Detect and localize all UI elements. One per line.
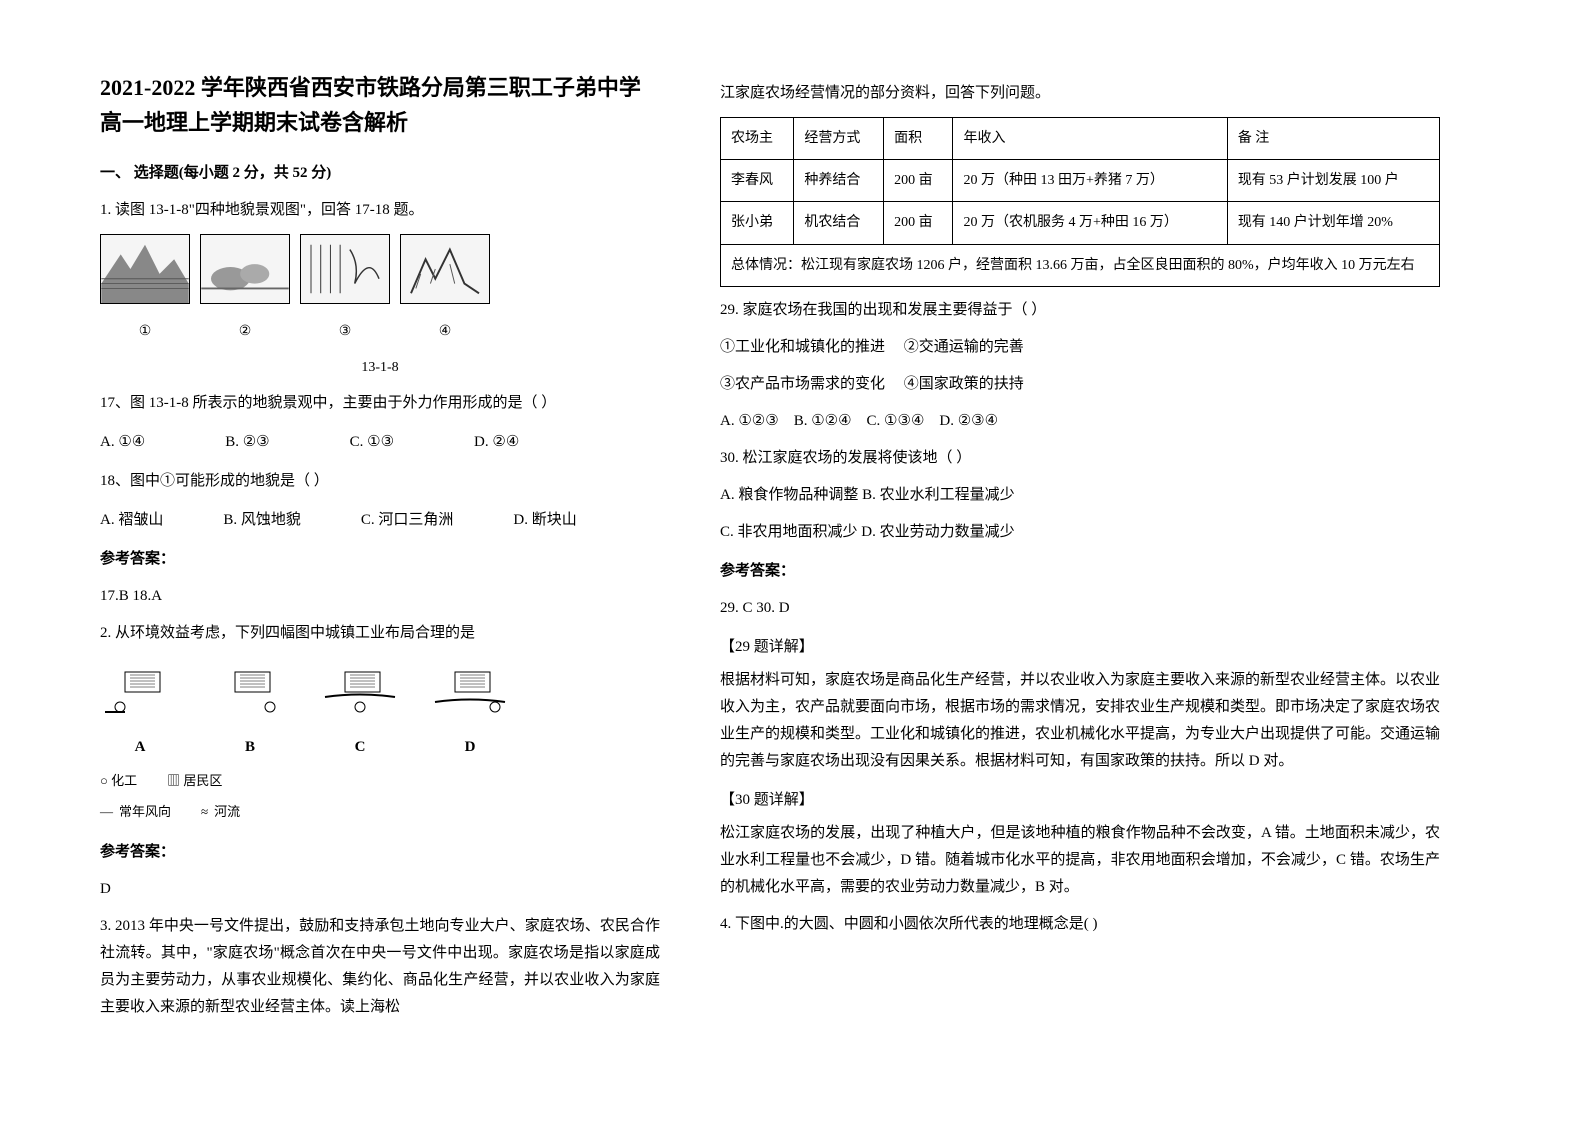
option-c: C. ①③ (350, 429, 394, 456)
wind-diagram-c (320, 662, 400, 722)
q1-intro: 1. 读图 13-1-8"四种地貌景观图"，回答 17-18 题。 (100, 197, 660, 224)
wind-diagrams: A B C D ○ 化工 ▥ 居民区 — 常 (100, 662, 660, 824)
section-heading: 一、 选择题(每小题 2 分，共 52 分) (100, 160, 660, 187)
wind-diagram-d (430, 662, 510, 722)
q30-opt-1: A. 粮食作物品种调整 B. 农业水利工程量减少 (720, 482, 1440, 509)
right-column: 江家庭农场经营情况的部分资料，回答下列问题。 农场主 经营方式 面积 年收入 备… (720, 70, 1440, 1027)
q4-text: 4. 下图中.的大圆、中圆和小圆依次所代表的地理概念是( ) (720, 911, 1440, 938)
q30-text: 30. 松江家庭农场的发展将使该地（ ） (720, 445, 1440, 472)
q2-intro: 2. 从环境效益考虑，下列四幅图中城镇工业布局合理的是 (100, 620, 660, 647)
cell: 李春风 (721, 160, 794, 202)
landform-figures: ① ② ③ ④ (100, 234, 660, 344)
label-c: C (320, 734, 400, 761)
th-method: 经营方式 (794, 118, 884, 160)
cell: 20 万（种田 13 田万+养猪 7 万） (953, 160, 1227, 202)
landform-image-2 (200, 234, 290, 304)
analysis-29-title: 【29 题详解】 (720, 634, 1440, 661)
wind-diagram-a (100, 662, 180, 722)
q18-text: 18、图中①可能形成的地貌是（ ） (100, 468, 660, 495)
label-4: ④ (400, 319, 490, 344)
option-b: B. 风蚀地貌 (223, 507, 301, 534)
cell: 200 亩 (884, 202, 953, 244)
q29-items: ①工业化和城镇化的推进 ②交通运输的完善 (720, 334, 1440, 361)
label-d: D (430, 734, 510, 761)
cell: 机农结合 (794, 202, 884, 244)
cell: 现有 140 户计划年增 20% (1227, 202, 1439, 244)
landform-image-1 (100, 234, 190, 304)
cell: 张小弟 (721, 202, 794, 244)
left-column: 2021-2022 学年陕西省西安市铁路分局第三职工子弟中学高一地理上学期期末试… (100, 70, 660, 1027)
option-c: C. 河口三角洲 (361, 507, 454, 534)
right-intro: 江家庭农场经营情况的部分资料，回答下列问题。 (720, 80, 1440, 107)
option-a: A. 褶皱山 (100, 507, 163, 534)
th-income: 年收入 (953, 118, 1227, 160)
label-a: A (100, 734, 180, 761)
wind-diagram-b (210, 662, 290, 722)
landform-image-3 (300, 234, 390, 304)
cell: 现有 53 户计划发展 100 户 (1227, 160, 1439, 202)
label-b: B (210, 734, 290, 761)
document-title: 2021-2022 学年陕西省西安市铁路分局第三职工子弟中学高一地理上学期期末试… (100, 70, 660, 140)
q1-answer: 17.B 18.A (100, 583, 660, 610)
q2-answer: D (100, 876, 660, 903)
q29-items-2: ③农产品市场需求的变化 ④国家政策的扶持 (720, 371, 1440, 398)
q30-opt-2: C. 非农用地面积减少 D. 农业劳动力数量减少 (720, 519, 1440, 546)
analysis-30: 松江家庭农场的发展，出现了种植大户，但是该地种植的粮食作物品种不会改变，A 错。… (720, 820, 1440, 901)
option-d: D. ②④ (474, 429, 519, 456)
label-1: ① (100, 319, 190, 344)
legend-river: ≈ 河流 (201, 800, 240, 823)
q29-options: A. ①②③ B. ①②④ C. ①③④ D. ②③④ (720, 408, 1440, 435)
th-owner: 农场主 (721, 118, 794, 160)
option-b: B. ②③ (225, 429, 269, 456)
answer-label: 参考答案： (100, 546, 660, 573)
farm-data-table: 农场主 经营方式 面积 年收入 备 注 李春风 种养结合 200 亩 20 万（… (720, 117, 1440, 287)
figure-caption: 13-1-8 (100, 355, 660, 380)
answer-label-3: 参考答案： (720, 558, 1440, 585)
th-area: 面积 (884, 118, 953, 160)
q29-text: 29. 家庭农场在我国的出现和发展主要得益于（ ） (720, 297, 1440, 324)
q17-text: 17、图 13-1-8 所表示的地貌景观中，主要由于外力作用形成的是（ ） (100, 390, 660, 417)
legend-row-1: ○ 化工 ▥ 居民区 (100, 769, 660, 792)
legend-wind: — 常年风向 (100, 800, 171, 823)
option-a: A. ①④ (100, 429, 145, 456)
landform-image-4 (400, 234, 490, 304)
label-2: ② (200, 319, 290, 344)
legend-factory: ○ 化工 (100, 769, 137, 792)
cell: 20 万（农机服务 4 万+种田 16 万） (953, 202, 1227, 244)
q3-intro: 3. 2013 年中央一号文件提出，鼓励和支持承包土地向专业大户、家庭农场、农民… (100, 913, 660, 1021)
q17-options: A. ①④ B. ②③ C. ①③ D. ②④ (100, 429, 660, 456)
legend-row-2: — 常年风向 ≈ 河流 (100, 800, 660, 823)
legend-residential: ▥ 居民区 (167, 769, 222, 792)
label-3: ③ (300, 319, 390, 344)
th-note: 备 注 (1227, 118, 1439, 160)
answer-label-2: 参考答案： (100, 839, 660, 866)
cell: 种养结合 (794, 160, 884, 202)
table-footer: 总体情况：松江现有家庭农场 1206 户，经营面积 13.66 万亩，占全区良田… (721, 244, 1440, 286)
option-d: D. 断块山 (513, 507, 576, 534)
analysis-29: 根据材料可知，家庭农场是商品化生产经营，并以农业收入为家庭主要收入来源的新型农业… (720, 667, 1440, 775)
answers-29-30: 29. C 30. D (720, 595, 1440, 622)
q18-options: A. 褶皱山 B. 风蚀地貌 C. 河口三角洲 D. 断块山 (100, 507, 660, 534)
analysis-30-title: 【30 题详解】 (720, 787, 1440, 814)
cell: 200 亩 (884, 160, 953, 202)
